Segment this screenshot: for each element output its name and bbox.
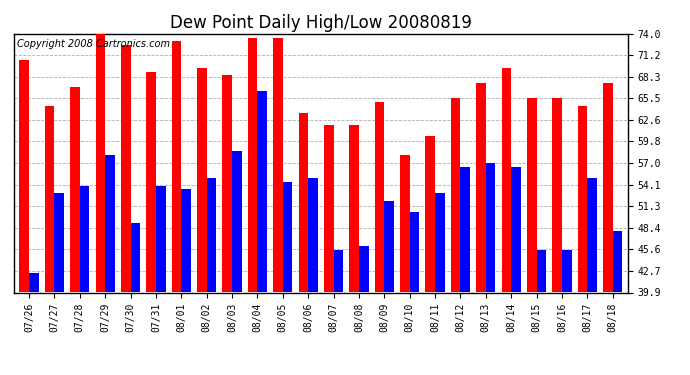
Bar bbox=[511, 166, 521, 292]
Bar bbox=[476, 83, 486, 292]
Bar bbox=[349, 125, 359, 292]
Bar bbox=[410, 212, 420, 292]
Bar bbox=[283, 182, 293, 292]
Bar bbox=[333, 250, 343, 292]
Bar bbox=[375, 102, 384, 292]
Bar bbox=[324, 125, 333, 292]
Bar bbox=[181, 189, 191, 292]
Bar bbox=[527, 98, 537, 292]
Bar bbox=[248, 38, 257, 292]
Bar bbox=[451, 98, 460, 292]
Bar bbox=[130, 224, 140, 292]
Bar bbox=[603, 83, 613, 292]
Bar bbox=[552, 98, 562, 292]
Bar bbox=[562, 250, 571, 292]
Bar bbox=[486, 163, 495, 292]
Bar bbox=[502, 68, 511, 292]
Bar bbox=[55, 193, 64, 292]
Bar bbox=[105, 155, 115, 292]
Bar bbox=[197, 68, 207, 292]
Bar bbox=[299, 113, 308, 292]
Title: Dew Point Daily High/Low 20080819: Dew Point Daily High/Low 20080819 bbox=[170, 14, 472, 32]
Bar bbox=[222, 75, 232, 292]
Bar bbox=[426, 136, 435, 292]
Bar bbox=[460, 166, 470, 292]
Bar bbox=[257, 91, 267, 292]
Bar bbox=[207, 178, 216, 292]
Bar bbox=[359, 246, 368, 292]
Bar bbox=[146, 72, 156, 292]
Bar bbox=[308, 178, 318, 292]
Bar bbox=[156, 186, 166, 292]
Bar bbox=[19, 60, 29, 292]
Bar bbox=[273, 38, 283, 292]
Bar bbox=[587, 178, 597, 292]
Bar bbox=[172, 41, 181, 292]
Bar bbox=[80, 186, 90, 292]
Bar bbox=[578, 106, 587, 292]
Bar bbox=[232, 152, 241, 292]
Bar bbox=[400, 155, 410, 292]
Bar bbox=[435, 193, 444, 292]
Bar bbox=[95, 30, 105, 292]
Bar bbox=[384, 201, 394, 292]
Bar bbox=[537, 250, 546, 292]
Bar bbox=[45, 106, 55, 292]
Bar bbox=[613, 231, 622, 292]
Bar bbox=[121, 45, 130, 292]
Bar bbox=[29, 273, 39, 292]
Bar bbox=[70, 87, 80, 292]
Text: Copyright 2008 Cartronics.com: Copyright 2008 Cartronics.com bbox=[17, 39, 170, 49]
